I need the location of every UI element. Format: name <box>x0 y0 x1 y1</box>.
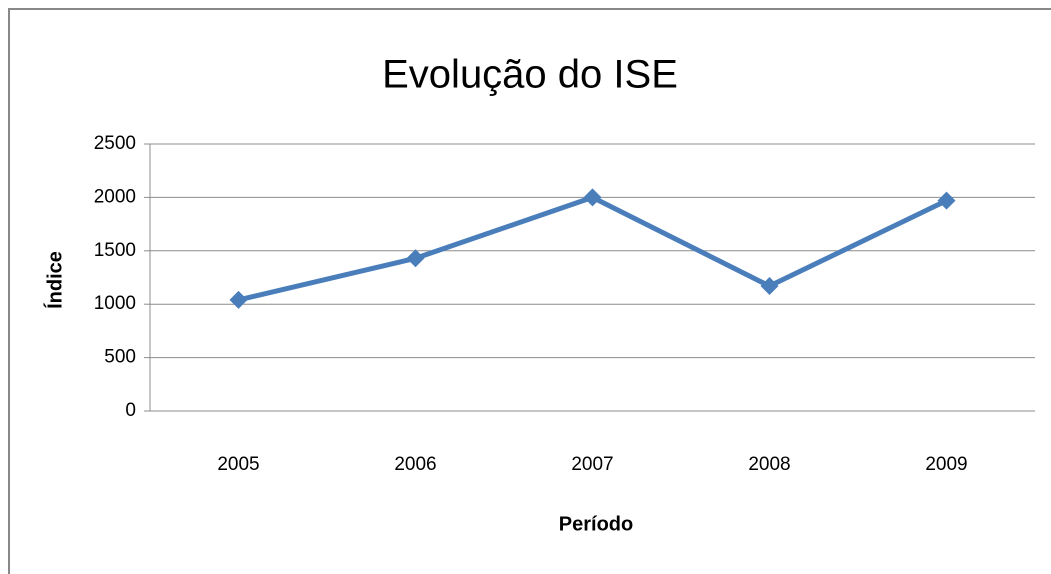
y-tick-label: 1000 <box>94 293 136 314</box>
y-axis-label: Índice <box>43 251 66 309</box>
x-tick-label: 2005 <box>217 454 259 475</box>
data-point <box>937 191 956 210</box>
y-tick-label: 2000 <box>94 186 136 207</box>
data-point <box>583 188 602 207</box>
data-point <box>760 277 779 296</box>
x-tick-label: 2009 <box>925 454 967 475</box>
y-tick-label: 1500 <box>94 240 136 261</box>
data-point <box>406 249 425 268</box>
x-tick-label: 2008 <box>748 454 790 475</box>
y-tick-label: 2500 <box>94 133 136 154</box>
data-point <box>229 290 248 309</box>
x-axis-label: Período <box>559 513 633 535</box>
chart-frame <box>8 8 1051 574</box>
y-tick-label: 500 <box>104 347 136 368</box>
x-tick-label: 2006 <box>394 454 436 475</box>
y-tick-label: 0 <box>125 400 136 421</box>
chart-title: Evolução do ISE <box>382 53 678 97</box>
x-tick-label: 2007 <box>571 454 613 475</box>
